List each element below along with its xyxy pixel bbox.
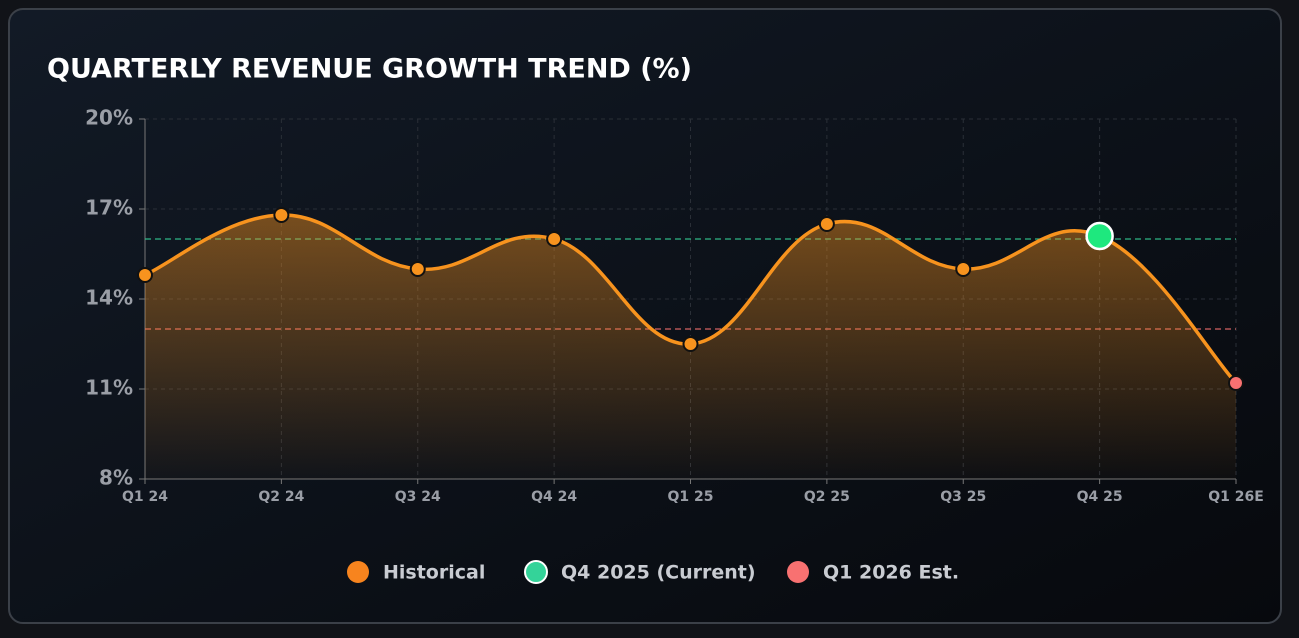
y-tick-label: 11%: [85, 376, 133, 400]
point: [1085, 221, 1114, 251]
legend-label: Q4 2025 (Current): [561, 562, 756, 584]
x-tick-label: Q1 24: [122, 489, 168, 505]
point: [955, 261, 972, 277]
x-tick-label: Q4 24: [531, 489, 577, 505]
point: [818, 216, 835, 232]
y-tick-label: 17%: [85, 196, 133, 220]
point: [273, 207, 290, 223]
point: [1228, 375, 1244, 391]
line: [144, 213, 1238, 385]
x-tick-label: Q1 25: [668, 489, 714, 505]
x-tick-label: Q4 25: [1077, 489, 1123, 505]
y-tick-label: 8%: [99, 466, 133, 490]
legend-marker: [347, 561, 369, 583]
x-tick-label: Q2 24: [258, 489, 304, 505]
x-tick-label: Q3 24: [395, 489, 441, 505]
point: [137, 267, 153, 283]
point: [409, 261, 426, 277]
legend-marker: [524, 560, 548, 584]
y-tick-label: 14%: [85, 286, 133, 310]
legend-label: Q1 2026 Est.: [823, 562, 959, 584]
legend-label: Historical: [383, 562, 485, 584]
legend-marker: [787, 561, 809, 583]
point: [546, 231, 563, 247]
x-tick-label: Q2 25: [804, 489, 850, 505]
x-tick-label: Q1 26E: [1208, 489, 1264, 505]
point: [682, 336, 699, 352]
x-tick-label: Q3 25: [940, 489, 986, 505]
y-tick-label: 20%: [85, 106, 133, 130]
chart-title: QUARTERLY REVENUE GROWTH TREND (%): [47, 54, 692, 85]
